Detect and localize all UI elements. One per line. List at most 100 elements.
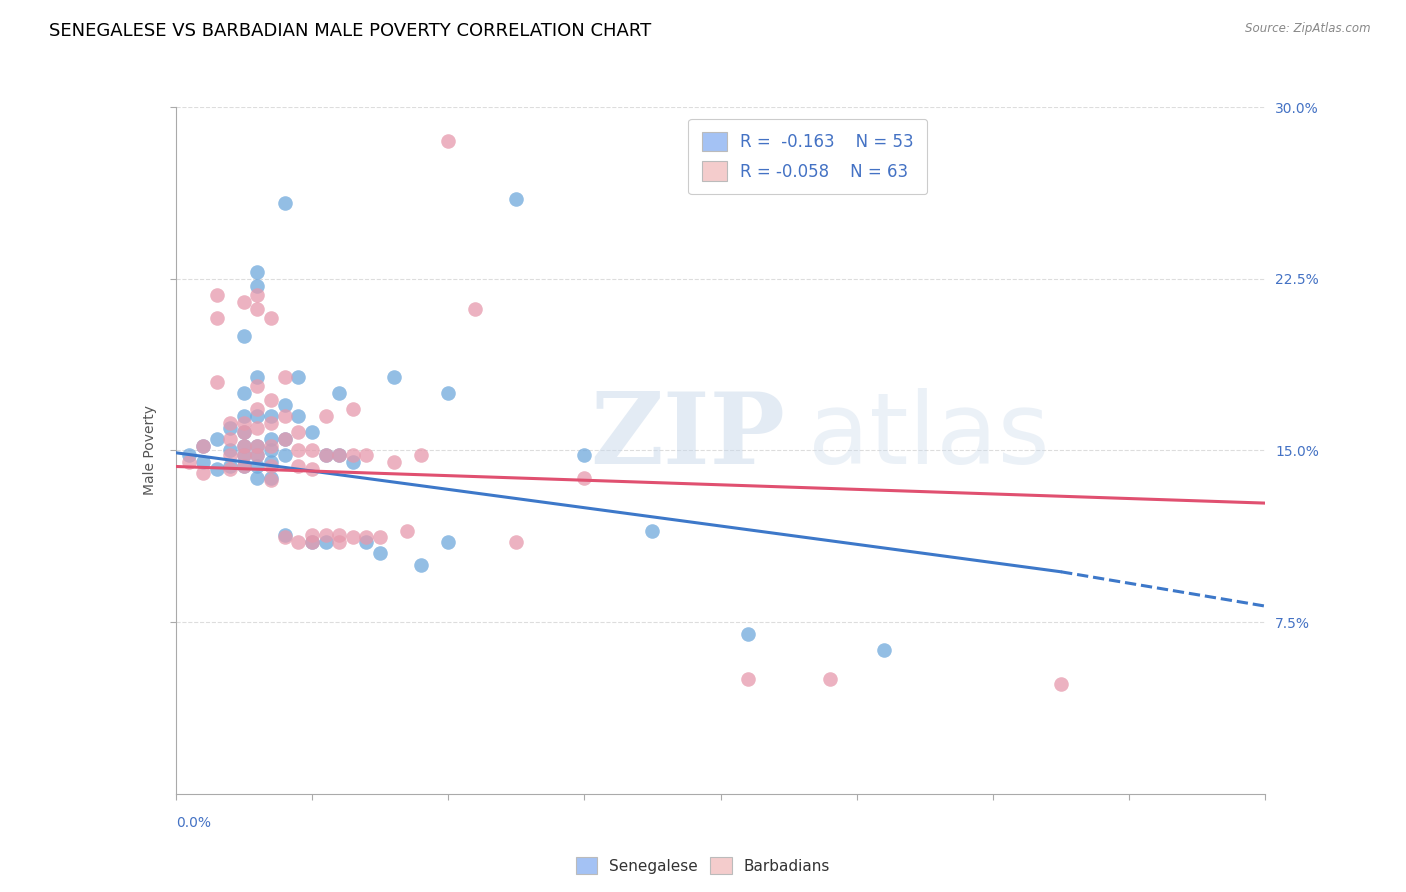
Point (437, 135, 460, 149)
Point (232, 425, 254, 439)
Point (301, 443, 323, 458)
Point (219, 462, 242, 476)
Text: atlas: atlas (807, 388, 1049, 485)
Point (232, 439, 254, 453)
Point (205, 432, 228, 446)
Point (232, 448, 254, 462)
Point (260, 473, 283, 487)
Point (246, 459, 269, 474)
Point (260, 459, 283, 474)
Point (260, 409, 283, 424)
Point (356, 448, 378, 462)
Point (232, 425, 254, 439)
Point (246, 370, 269, 384)
Point (246, 439, 269, 453)
Point (260, 393, 283, 408)
Point (737, 673, 759, 687)
Point (191, 455, 214, 469)
Point (246, 287, 269, 301)
Point (356, 531, 378, 545)
Text: SENEGALESE VS BARBADIAN MALE POVERTY CORRELATION CHART: SENEGALESE VS BARBADIAN MALE POVERTY COR… (49, 22, 651, 40)
Point (246, 278, 269, 293)
Point (505, 535, 527, 549)
Point (179, 448, 201, 462)
Point (342, 531, 364, 545)
Point (315, 448, 337, 462)
Y-axis label: Male Poverty: Male Poverty (143, 406, 157, 495)
Point (342, 448, 364, 462)
Point (260, 416, 283, 430)
Point (232, 294, 254, 309)
Point (179, 455, 201, 469)
Point (205, 462, 228, 476)
Point (205, 310, 228, 325)
Point (274, 370, 297, 384)
Point (219, 432, 242, 446)
Point (328, 535, 350, 549)
Point (315, 528, 337, 542)
Point (260, 310, 283, 325)
Point (574, 448, 596, 462)
Point (301, 528, 323, 542)
Point (574, 471, 596, 485)
Point (409, 448, 432, 462)
Point (246, 301, 269, 316)
Point (641, 524, 664, 538)
Point (274, 432, 297, 446)
Point (219, 459, 242, 474)
Point (246, 402, 269, 417)
Point (301, 535, 323, 549)
Point (274, 531, 297, 545)
Point (246, 448, 269, 462)
Point (287, 443, 309, 458)
Point (191, 439, 214, 453)
Point (219, 443, 242, 458)
Point (1050, 677, 1073, 691)
Point (382, 370, 405, 384)
Legend: R =  -0.163    N = 53, R = -0.058    N = 63: R = -0.163 N = 53, R = -0.058 N = 63 (689, 119, 927, 194)
Point (382, 455, 405, 469)
Point (287, 425, 309, 439)
Point (246, 448, 269, 462)
Point (274, 398, 297, 412)
Point (219, 420, 242, 434)
Point (274, 196, 297, 211)
Point (191, 467, 214, 481)
Point (219, 416, 242, 430)
Point (315, 535, 337, 549)
Point (396, 524, 419, 538)
Point (368, 531, 391, 545)
Point (437, 386, 460, 401)
Point (205, 287, 228, 301)
Point (818, 673, 841, 687)
Point (301, 462, 323, 476)
Legend: Senegalese, Barbadians: Senegalese, Barbadians (569, 851, 837, 880)
Point (328, 386, 350, 401)
Point (232, 329, 254, 343)
Point (274, 432, 297, 446)
Point (246, 265, 269, 279)
Text: 0.0%: 0.0% (176, 816, 211, 830)
Point (737, 626, 759, 640)
Point (260, 455, 283, 469)
Point (232, 439, 254, 453)
Point (232, 448, 254, 462)
Point (260, 432, 283, 446)
Point (219, 448, 242, 462)
Point (301, 535, 323, 549)
Point (191, 439, 214, 453)
Point (274, 409, 297, 424)
Point (246, 439, 269, 453)
Point (356, 535, 378, 549)
Point (232, 459, 254, 474)
Point (205, 375, 228, 389)
Point (873, 642, 896, 657)
Point (287, 535, 309, 549)
Point (260, 471, 283, 485)
Point (342, 455, 364, 469)
Point (368, 546, 391, 561)
Point (287, 370, 309, 384)
Point (274, 528, 297, 542)
Point (505, 192, 527, 206)
Point (232, 459, 254, 474)
